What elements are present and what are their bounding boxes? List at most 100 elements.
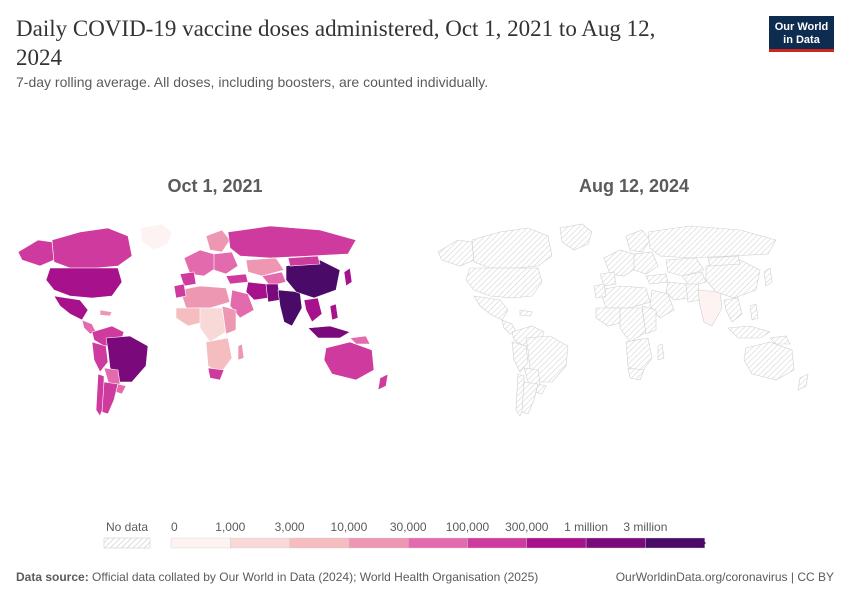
footer-source: Data source: Official data collated by O… — [16, 570, 538, 584]
legend-bin-swatch[interactable] — [230, 537, 290, 549]
india[interactable] — [277, 289, 303, 327]
southeast-asia[interactable] — [723, 297, 743, 323]
australia[interactable] — [323, 341, 375, 381]
morocco[interactable] — [173, 283, 187, 299]
mongolia[interactable] — [707, 255, 741, 267]
southern-africa[interactable] — [625, 337, 653, 375]
east-africa[interactable] — [641, 305, 657, 335]
europe-west[interactable] — [183, 249, 217, 277]
map-aug-2024 — [437, 223, 809, 417]
bolivia-paraguay[interactable] — [103, 367, 121, 389]
iberia[interactable] — [179, 271, 197, 287]
legend-bin-label: 100,000 — [446, 520, 490, 534]
east-africa[interactable] — [221, 305, 237, 335]
new-zealand[interactable] — [377, 373, 389, 391]
mexico[interactable] — [53, 295, 89, 321]
philippines[interactable] — [749, 303, 759, 321]
legend-bin-swatch[interactable] — [289, 537, 350, 549]
south-africa[interactable] — [627, 367, 645, 381]
legend-bin-swatch[interactable] — [526, 537, 587, 549]
argentina[interactable] — [101, 381, 119, 415]
canada[interactable] — [471, 227, 553, 269]
china[interactable] — [285, 259, 341, 299]
india[interactable] — [697, 289, 723, 327]
japan[interactable] — [763, 267, 773, 287]
kazakhstan[interactable] — [245, 257, 285, 277]
legend-bin-label: 10,000 — [331, 520, 368, 534]
morocco[interactable] — [593, 283, 607, 299]
new-guinea[interactable] — [349, 335, 371, 345]
footer-url[interactable]: OurWorldinData.org/coronavirus | CC BY — [615, 570, 834, 584]
iberia[interactable] — [599, 271, 617, 287]
legend-bin-swatch[interactable] — [467, 537, 527, 549]
madagascar[interactable] — [657, 343, 665, 361]
legend-bin-label: 1,000 — [215, 520, 245, 534]
alaska[interactable] — [437, 239, 475, 267]
logo-line-1: Our World — [774, 21, 829, 33]
iran[interactable] — [665, 281, 689, 301]
uruguay[interactable] — [115, 383, 127, 395]
north-africa[interactable] — [179, 285, 231, 309]
legend-bin-swatch[interactable] — [348, 537, 409, 549]
philippines[interactable] — [329, 303, 339, 321]
turkey[interactable] — [225, 273, 249, 285]
pakistan[interactable] — [265, 283, 281, 303]
legend-bin-label: 3,000 — [275, 520, 305, 534]
kazakhstan[interactable] — [665, 257, 705, 277]
world-maps — [17, 223, 809, 417]
central-africa[interactable] — [619, 307, 647, 343]
map-label-left: Oct 1, 2021 — [167, 176, 263, 196]
southern-africa[interactable] — [205, 337, 233, 375]
australia[interactable] — [743, 341, 795, 381]
legend-bin-swatch[interactable] — [408, 537, 468, 549]
china[interactable] — [705, 259, 761, 299]
legend-no-data-swatch — [103, 537, 151, 549]
canada[interactable] — [51, 227, 133, 269]
iran[interactable] — [245, 281, 269, 301]
central-asia[interactable] — [261, 271, 287, 287]
central-asia[interactable] — [681, 271, 707, 287]
usa[interactable] — [45, 267, 123, 299]
indonesia[interactable] — [727, 325, 771, 339]
peru[interactable] — [91, 341, 109, 373]
owid-logo[interactable]: Our World in Data — [769, 16, 834, 52]
scandinavia[interactable] — [625, 229, 651, 253]
new-guinea[interactable] — [769, 335, 791, 345]
legend-bin-swatch[interactable] — [645, 537, 705, 549]
europe-east[interactable] — [213, 251, 239, 275]
legend-bin-label: 30,000 — [390, 520, 427, 534]
europe-east[interactable] — [633, 251, 659, 275]
turkey[interactable] — [645, 273, 669, 285]
north-africa[interactable] — [599, 285, 651, 309]
caribbean[interactable] — [99, 309, 113, 317]
russia[interactable] — [647, 225, 777, 259]
southeast-asia[interactable] — [303, 297, 323, 323]
mexico[interactable] — [473, 295, 509, 321]
scandinavia[interactable] — [205, 229, 231, 253]
south-africa[interactable] — [207, 367, 225, 381]
bolivia-paraguay[interactable] — [523, 367, 541, 389]
legend-bin-swatch[interactable] — [170, 537, 231, 549]
greenland[interactable] — [139, 223, 173, 251]
mongolia[interactable] — [287, 255, 321, 267]
uruguay[interactable] — [535, 383, 547, 395]
usa[interactable] — [465, 267, 543, 299]
greenland[interactable] — [559, 223, 593, 251]
west-africa[interactable] — [175, 307, 205, 327]
pakistan[interactable] — [685, 283, 701, 303]
caribbean[interactable] — [519, 309, 533, 317]
new-zealand[interactable] — [797, 373, 809, 391]
west-africa[interactable] — [595, 307, 625, 327]
madagascar[interactable] — [237, 343, 245, 361]
central-africa[interactable] — [199, 307, 227, 343]
japan[interactable] — [343, 267, 353, 287]
europe-west[interactable] — [603, 249, 637, 277]
legend-bin-swatch[interactable] — [585, 537, 646, 549]
argentina[interactable] — [521, 381, 539, 415]
indonesia[interactable] — [307, 325, 351, 339]
peru[interactable] — [511, 341, 529, 373]
chart-subtitle: 7-day rolling average. All doses, includ… — [16, 74, 489, 90]
russia[interactable] — [227, 225, 357, 259]
alaska[interactable] — [17, 239, 55, 267]
map-oct-2021 — [17, 223, 389, 417]
